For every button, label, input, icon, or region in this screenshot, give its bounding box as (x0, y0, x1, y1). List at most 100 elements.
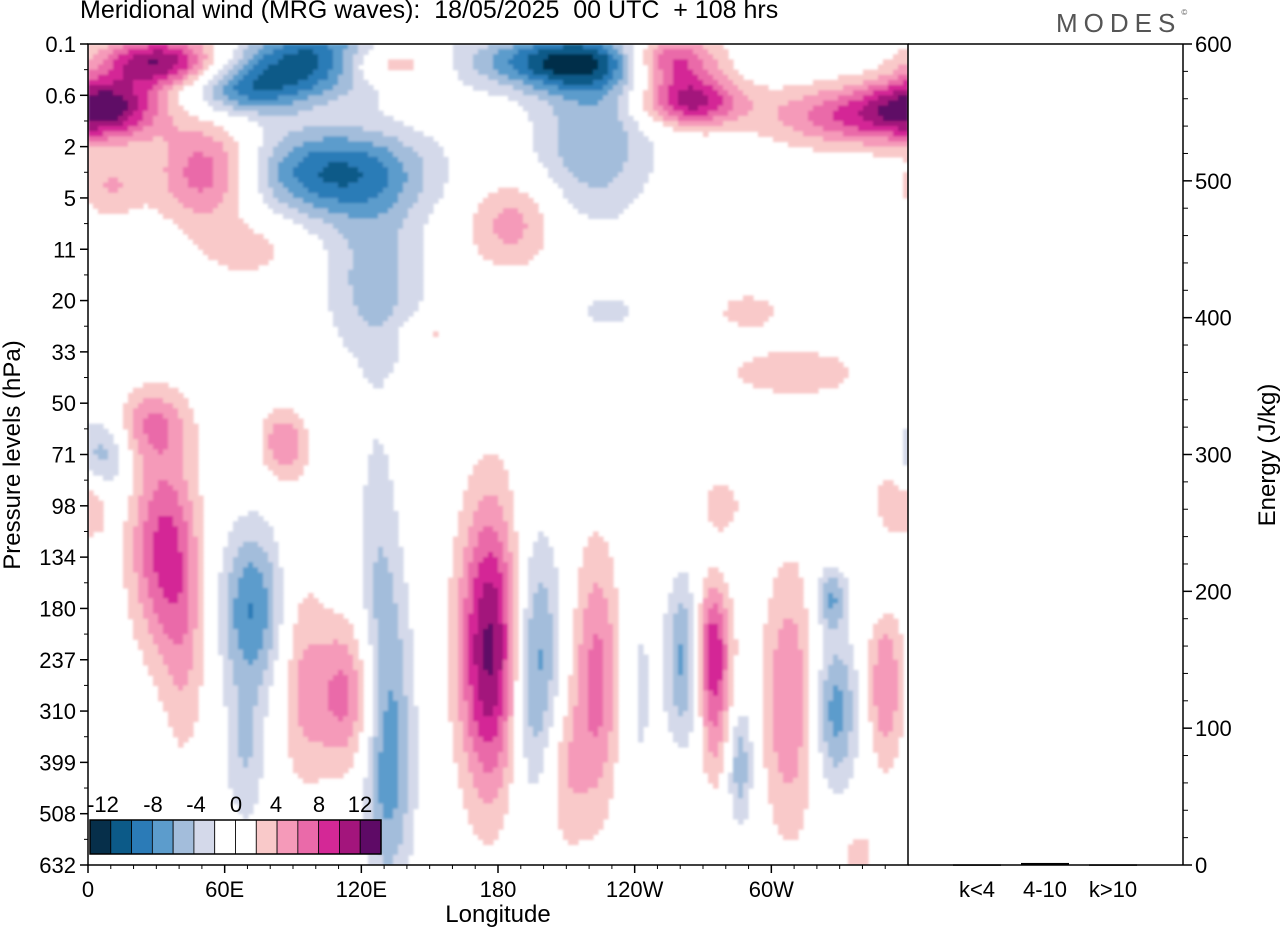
heat-cell (578, 695, 589, 702)
heat-cell (503, 726, 509, 733)
heat-cell (703, 741, 709, 748)
heat-cell (233, 670, 264, 676)
heat-cell (373, 439, 379, 445)
heat-cell (383, 859, 394, 865)
heat-cell (238, 721, 254, 728)
heat-cell (238, 100, 294, 107)
heat-cell (178, 197, 224, 204)
heat-cell (363, 803, 374, 810)
heat-cell (343, 64, 354, 71)
heat-cell (378, 721, 384, 728)
heat-cell (558, 126, 624, 132)
heat-cell (708, 670, 724, 676)
heat-cell (563, 731, 574, 738)
heat-cell (193, 664, 204, 671)
heat-cell (508, 634, 514, 640)
heat-cell (168, 141, 224, 148)
heat-cell (738, 741, 744, 748)
heat-cell (703, 131, 709, 137)
heat-cell (288, 711, 299, 717)
heat-cell (503, 510, 514, 517)
heat-cell (498, 618, 504, 625)
heat-cell (608, 613, 619, 620)
heat-cell (728, 680, 734, 686)
heat-cell (773, 711, 804, 717)
heat-cell (728, 623, 734, 630)
heat-cell (263, 572, 274, 579)
heat-cell (348, 238, 399, 245)
heat-cell (238, 628, 264, 635)
heat-cell (298, 439, 309, 445)
brand-mark: © (1181, 8, 1188, 17)
heat-cell (798, 762, 809, 769)
heat-cell (133, 628, 149, 635)
heat-cell (878, 510, 908, 517)
heat-cell (773, 731, 804, 738)
heat-cell (298, 444, 309, 450)
heat-cell (363, 782, 374, 789)
heat-cell (473, 464, 504, 471)
heat-cell (803, 690, 809, 697)
heat-cell (478, 244, 544, 250)
heat-cell (618, 172, 649, 179)
heat-cell (873, 634, 884, 640)
heat-cell (363, 598, 374, 604)
heat-cell (728, 777, 734, 784)
heat-cell (383, 803, 399, 810)
heat-cell (248, 613, 254, 620)
heat-cell (388, 208, 409, 214)
heat-cell (538, 582, 544, 589)
heat-cell (363, 315, 389, 322)
heat-cell (738, 372, 849, 379)
heat-cell (773, 593, 804, 599)
heat-cell (238, 711, 254, 717)
heat-cell (583, 546, 609, 553)
heat-cell (773, 649, 804, 656)
heat-cell (538, 731, 549, 738)
heat-cell (848, 844, 869, 851)
heat-cell (258, 120, 404, 127)
heat-cell (353, 64, 359, 71)
heat-cell (398, 705, 409, 712)
heat-cell (508, 726, 514, 733)
heat-cell (708, 777, 719, 784)
heat-cell (763, 716, 774, 722)
heat-cell (783, 623, 799, 630)
heat-cell (828, 705, 844, 712)
heat-cell (88, 505, 104, 512)
heat-cell (258, 685, 269, 692)
heat-cell (123, 182, 169, 189)
heat-cell (573, 716, 589, 722)
heat-cell (188, 623, 199, 630)
heat-cell (593, 582, 599, 589)
heat-cell (248, 562, 254, 568)
heat-cell (548, 172, 574, 179)
heat-cell (653, 59, 659, 66)
heat-cell (483, 700, 499, 707)
heat-cell (188, 177, 214, 184)
heat-cell (583, 639, 594, 645)
heat-cell (163, 413, 179, 420)
heat-cell (298, 603, 324, 610)
heat-cell (378, 192, 399, 199)
heat-cell (353, 54, 364, 60)
heat-cell (803, 675, 809, 681)
heat-cell (328, 285, 354, 291)
heat-cell (628, 54, 634, 60)
heat-cell (273, 587, 284, 594)
heat-cell (513, 557, 519, 563)
heat-cell (723, 736, 729, 743)
heat-cell (613, 649, 619, 656)
heat-cell (268, 659, 274, 666)
heat-cell (388, 705, 399, 712)
y-tick-label: 134 (39, 545, 76, 570)
heat-cell (568, 685, 579, 692)
heat-cell (523, 639, 529, 645)
heat-cell (738, 367, 849, 373)
heat-cell (893, 54, 908, 60)
heat-cell (833, 721, 844, 728)
heat-cell (273, 449, 299, 456)
heat-cell (703, 721, 714, 728)
heat-cell (768, 782, 809, 789)
heat-cell (673, 675, 689, 681)
